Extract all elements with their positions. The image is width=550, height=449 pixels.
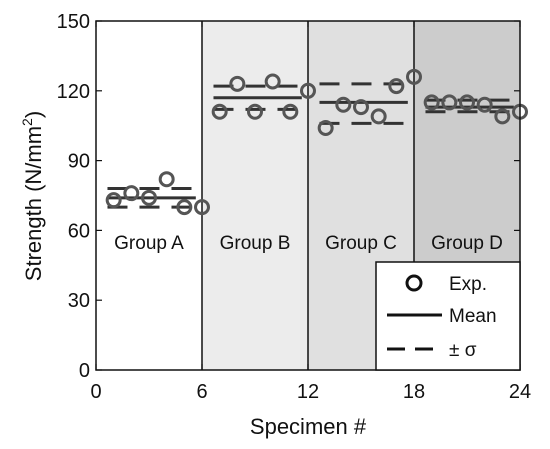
- data-point: [247, 103, 263, 120]
- x-tick-label: 0: [90, 381, 101, 403]
- data-point: [229, 75, 246, 92]
- data-point: [423, 94, 440, 111]
- data-point: [353, 99, 369, 116]
- data-markers: [105, 68, 528, 216]
- legend-label-sigma: ± σ: [449, 340, 477, 361]
- y-tick-labels: 0 30 60 90 120 150: [57, 11, 90, 382]
- group-background: [202, 21, 308, 370]
- data-point: [317, 120, 334, 137]
- y-tick-label: 90: [68, 151, 90, 173]
- x-tick-label: 6: [196, 381, 207, 403]
- y-axis-title-superscript: 2: [19, 118, 35, 126]
- data-point: [123, 185, 140, 202]
- data-point: [211, 103, 228, 120]
- data-point: [264, 73, 281, 90]
- group-label: Group A: [114, 233, 184, 254]
- group-label: Group B: [220, 233, 291, 254]
- data-point: [441, 94, 458, 111]
- y-tick-label: 30: [68, 290, 90, 312]
- y-tick-label: 60: [68, 220, 90, 242]
- data-point: [105, 192, 122, 209]
- group-label: Group D: [431, 233, 503, 254]
- data-point: [176, 199, 193, 216]
- data-point: [300, 82, 316, 99]
- group-background: [96, 21, 202, 370]
- data-point: [282, 103, 299, 120]
- data-point: [406, 68, 422, 85]
- x-tick-label: 18: [403, 381, 425, 403]
- x-axis-title: Specimen #: [250, 414, 367, 439]
- x-tick-labels: 0 6 12 18 24: [90, 381, 531, 403]
- data-point: [335, 96, 352, 113]
- y-axis-title: Strength (N/mm2): [19, 111, 46, 281]
- data-point: [388, 78, 405, 95]
- y-axis-title-close: ): [21, 111, 46, 118]
- data-point: [476, 96, 493, 113]
- y-tick-label: 120: [57, 81, 90, 103]
- data-point: [158, 171, 175, 188]
- legend: Exp. Mean ± σ: [375, 261, 521, 371]
- group-label: Group C: [325, 233, 397, 254]
- data-point: [194, 199, 210, 216]
- data-point: [494, 108, 511, 125]
- data-point: [141, 189, 157, 206]
- data-point: [370, 108, 387, 125]
- legend-circle-icon: [405, 274, 423, 292]
- y-tick-label: 150: [57, 11, 90, 33]
- data-point: [459, 94, 475, 111]
- legend-label-exp: Exp.: [449, 274, 487, 295]
- y-tick-label: 0: [79, 360, 90, 382]
- x-tick-label: 24: [509, 381, 531, 403]
- legend-label-mean: Mean: [449, 306, 497, 327]
- group-labels: Group A Group B Group C Group D: [114, 233, 503, 254]
- x-tick-label: 12: [297, 381, 319, 403]
- y-axis-title-main: Strength (N/mm: [21, 126, 46, 281]
